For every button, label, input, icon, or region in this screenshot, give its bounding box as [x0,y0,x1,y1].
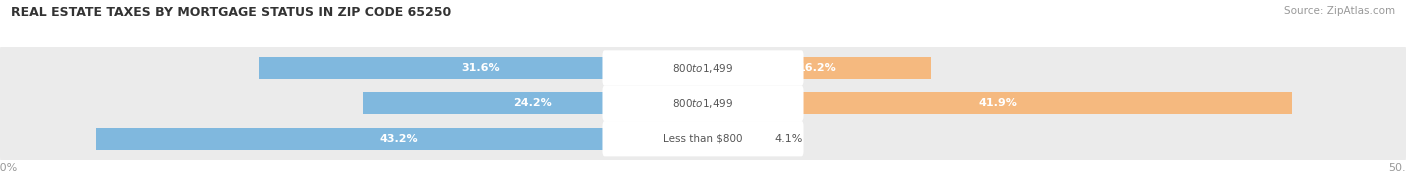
FancyBboxPatch shape [0,111,1406,166]
FancyBboxPatch shape [603,121,804,156]
Bar [703,92,1292,114]
Bar [363,92,703,114]
Bar [96,128,703,150]
Text: Source: ZipAtlas.com: Source: ZipAtlas.com [1284,6,1395,16]
Text: 4.1%: 4.1% [775,134,803,144]
Text: $800 to $1,499: $800 to $1,499 [672,61,734,74]
Text: 31.6%: 31.6% [461,63,501,73]
Text: REAL ESTATE TAXES BY MORTGAGE STATUS IN ZIP CODE 65250: REAL ESTATE TAXES BY MORTGAGE STATUS IN … [11,6,451,19]
Text: 16.2%: 16.2% [797,63,837,73]
Bar [259,57,703,79]
Bar [703,128,761,150]
FancyBboxPatch shape [0,40,1406,96]
FancyBboxPatch shape [603,86,804,121]
Text: 43.2%: 43.2% [380,134,419,144]
FancyBboxPatch shape [603,50,804,86]
Text: 41.9%: 41.9% [979,98,1017,108]
Bar [703,57,931,79]
Text: $800 to $1,499: $800 to $1,499 [672,97,734,110]
Text: Less than $800: Less than $800 [664,134,742,144]
FancyBboxPatch shape [0,76,1406,131]
Text: 24.2%: 24.2% [513,98,553,108]
